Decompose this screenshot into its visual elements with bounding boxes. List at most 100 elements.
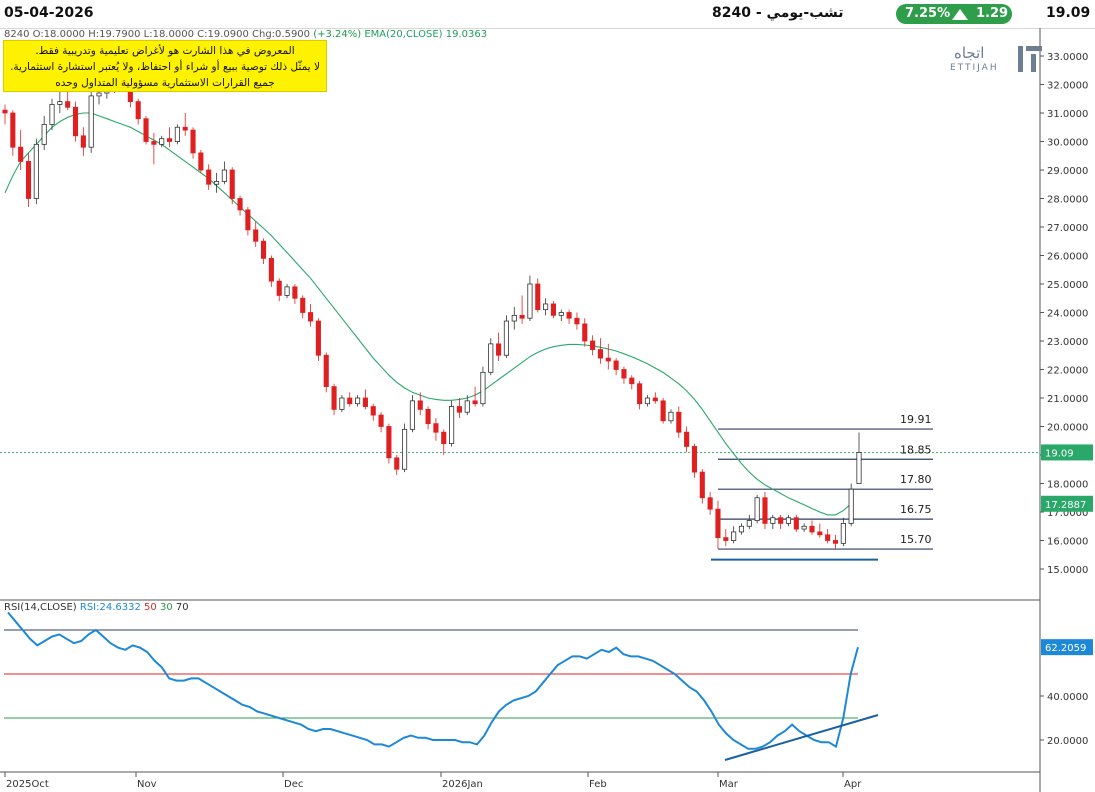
candle-body	[801, 525, 807, 530]
candle-body	[10, 112, 16, 148]
rsi-level-50: 50	[144, 602, 157, 613]
candle-body	[840, 523, 846, 544]
candle-body	[237, 198, 243, 211]
x-axis-label: Feb	[589, 779, 607, 790]
candle-body	[464, 400, 470, 413]
candle-body	[394, 457, 400, 470]
candle-body	[574, 317, 580, 325]
candle-body	[41, 124, 47, 145]
candle-body	[746, 520, 752, 527]
disclaimer-line: لا يمثّل ذلك توصية ببيع أو شراء أو احتفا…	[10, 61, 320, 73]
candle-body	[300, 297, 306, 313]
candle-body	[315, 320, 321, 356]
price-axis-label: 25.0000	[1047, 280, 1088, 291]
candle-body	[284, 286, 290, 296]
candle-body	[629, 377, 635, 385]
candle-body	[848, 488, 854, 524]
candle-body	[260, 240, 267, 259]
rsi-line	[7, 611, 859, 750]
candle-body	[684, 431, 690, 447]
candle-body	[253, 229, 259, 242]
price-axis-label: 26.0000	[1047, 252, 1088, 263]
candle-body	[292, 286, 298, 299]
chart-date: 05-04-2026	[4, 5, 94, 21]
x-axis-label: Dec	[284, 779, 303, 790]
candle-body	[527, 283, 533, 319]
candle-body	[229, 169, 235, 199]
candle-body	[182, 126, 188, 131]
candle-body	[809, 525, 815, 533]
price-axis-label: 28.0000	[1047, 195, 1088, 206]
candle-body	[245, 209, 251, 231]
candle-body	[762, 497, 768, 524]
candle-body	[707, 497, 713, 510]
change-pct-text: (+3.24%)	[313, 29, 362, 40]
logo-arabic: اتجاه	[954, 44, 985, 62]
price-axis-label: 16.0000	[1047, 537, 1088, 548]
logo-mark-icon	[1018, 46, 1042, 72]
ema-price-tag-bg	[1041, 495, 1093, 512]
candle-body	[331, 386, 337, 410]
price-axis-label: 21.0000	[1047, 394, 1088, 405]
candle-body	[362, 397, 368, 407]
candle-body	[699, 471, 705, 499]
candle-body	[691, 446, 698, 473]
candle-body	[817, 531, 823, 536]
candle-body	[355, 397, 361, 405]
candle-body	[370, 406, 376, 416]
candle-body	[723, 537, 729, 541]
candle-body	[339, 397, 345, 410]
candle-body	[25, 161, 32, 199]
candle-body	[49, 104, 55, 125]
candle-body	[190, 129, 196, 154]
candle-body	[276, 280, 282, 296]
candle-body	[57, 101, 63, 105]
ohlc-legend: 8240 O:18.0000 H:19.7900 L:18.0000 C:19.…	[4, 29, 487, 40]
candle-body	[472, 400, 478, 405]
change-percent: 7.25%	[905, 6, 951, 21]
candle-body	[543, 303, 549, 311]
candle-body	[323, 354, 329, 388]
candle-body	[2, 109, 8, 114]
candle-body	[832, 540, 839, 544]
candle-body	[88, 95, 94, 148]
price-level-label: 19.91	[900, 413, 932, 426]
price-axis-label: 29.0000	[1047, 166, 1088, 177]
candle-body	[590, 340, 596, 350]
rsi-value-tag-bg	[1041, 639, 1093, 656]
candle-body	[347, 397, 353, 405]
rsi-value-tag: 62.2059	[1045, 643, 1086, 654]
ema-label: EMA(20,CLOSE)	[364, 29, 443, 40]
candle-body	[213, 180, 220, 185]
price-axis-label: 30.0000	[1047, 138, 1088, 149]
price-axis-label: 23.0000	[1047, 337, 1088, 348]
candle-body	[166, 138, 173, 142]
candle-body	[566, 312, 572, 319]
ohlc-text: 8240 O:18.0000 H:19.7900 L:18.0000 C:19.…	[4, 29, 311, 40]
candle-body	[770, 517, 776, 524]
candle-body	[754, 497, 760, 521]
x-axis-label: 2026Jan	[442, 779, 483, 790]
candle-body	[221, 169, 227, 182]
rsi-label: RSI(14,CLOSE)	[4, 602, 77, 613]
candle-body	[409, 400, 415, 430]
candle-body	[159, 138, 165, 145]
candle-body	[652, 397, 658, 402]
candle-body	[785, 517, 792, 524]
candle-body	[488, 343, 494, 373]
ema-price-tag: 17.2887	[1045, 500, 1086, 511]
price-axis-label: 27.0000	[1047, 223, 1088, 234]
candle-body	[621, 369, 627, 379]
price-axis-label: 17.0000	[1047, 508, 1088, 519]
candle-body	[198, 152, 204, 171]
price-level-label: 15.70	[900, 533, 932, 546]
candle-body	[425, 408, 431, 425]
candle-body	[135, 101, 141, 120]
candle-body	[206, 169, 212, 185]
rsi-level-70: 70	[175, 602, 189, 613]
rsi-level-30: 30	[159, 602, 173, 613]
change-value: 1.29	[976, 6, 1009, 21]
logo-english: ETTIJAH	[950, 63, 999, 73]
price-axis-label: 24.0000	[1047, 309, 1088, 320]
